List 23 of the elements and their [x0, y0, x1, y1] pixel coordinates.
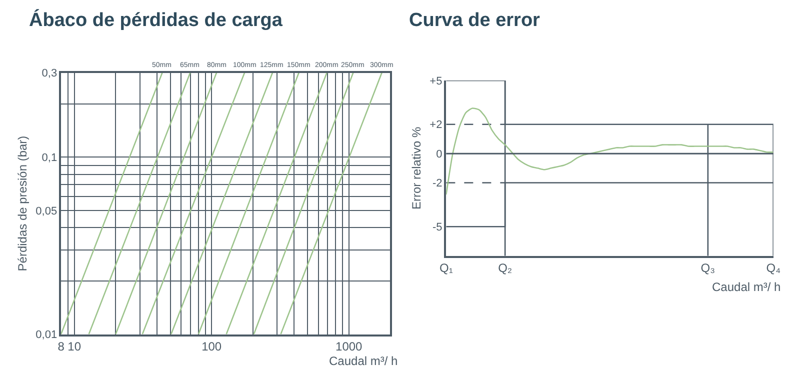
x-axis-title: Caudal m³/ h: [712, 280, 781, 294]
x-tick-label: 8: [58, 339, 65, 354]
y-tick-label: 0: [436, 148, 442, 160]
x-tick-label: Q₂: [498, 260, 512, 275]
y-axis-title: Error relativo %: [409, 126, 424, 210]
y-tick-label: -5: [432, 221, 442, 234]
y-tick-label: 0,01: [36, 329, 58, 342]
y-axis-title: Pérdidas de presión (bar): [15, 136, 30, 272]
x-tick-label: 100: [202, 339, 222, 354]
x-tick-label: Q₄: [766, 260, 781, 275]
y-tick-label: 0,1: [42, 152, 58, 164]
x-axis-title: Caudal m³/ h: [329, 354, 398, 368]
chart-title: Ábaco de pérdidas de carga: [29, 9, 283, 31]
y-tick-label: +2: [430, 119, 442, 132]
x-tick-label: 1000: [336, 339, 363, 354]
x-tick-label: 10: [68, 339, 82, 354]
y-tick-label: 0,05: [36, 205, 58, 218]
x-tick-label: Q₁: [439, 260, 453, 275]
chart-title: Curva de error: [409, 10, 541, 31]
y-tick-label: -2: [432, 178, 442, 190]
y-tick-label: +5: [430, 75, 442, 88]
y-tick-label: 0,3: [42, 68, 58, 80]
x-tick-label: Q₃: [700, 260, 716, 275]
